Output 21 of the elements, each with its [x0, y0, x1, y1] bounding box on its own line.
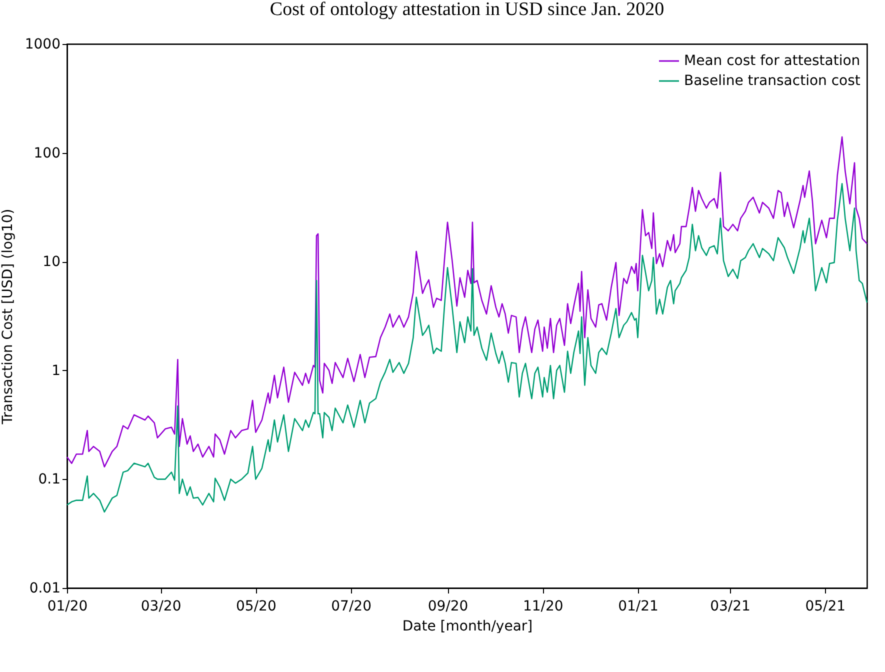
legend-label: Baseline transaction cost — [684, 73, 861, 89]
x-tick-label: 03/20 — [140, 598, 182, 614]
line-series — [66, 183, 868, 513]
x-tick-label: 03/21 — [710, 598, 750, 614]
x-tick-label: 05/20 — [236, 598, 276, 614]
y-tick-label: 100 — [34, 145, 60, 162]
x-tick-label: 07/20 — [331, 598, 372, 614]
y-tick-label: 0.1 — [38, 472, 60, 488]
y-tick-label: 0.01 — [29, 580, 60, 596]
y-tick-label: 1000 — [24, 36, 60, 52]
x-tick-label: 09/20 — [428, 598, 468, 614]
x-tick-label: 05/21 — [805, 598, 846, 614]
x-tick-label: 01/20 — [47, 598, 88, 614]
y-tick-label: 1 — [52, 362, 60, 379]
legend-label: Mean cost for attestation — [684, 53, 860, 69]
x-tick-label: 11/20 — [522, 598, 564, 614]
y-axis-title: Transaction Cost [USD] (log10) — [0, 208, 16, 426]
x-tick-label: 01/21 — [618, 598, 658, 614]
line-series — [66, 136, 868, 468]
y-tick-label: 10 — [42, 254, 60, 270]
chart-title: Cost of ontology attestation in USD since Jan. 2020 — [270, 0, 664, 20]
